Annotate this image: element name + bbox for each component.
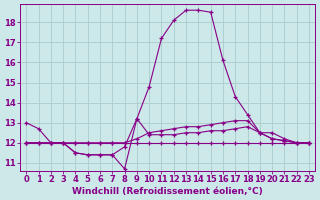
X-axis label: Windchill (Refroidissement éolien,°C): Windchill (Refroidissement éolien,°C) [72,187,263,196]
